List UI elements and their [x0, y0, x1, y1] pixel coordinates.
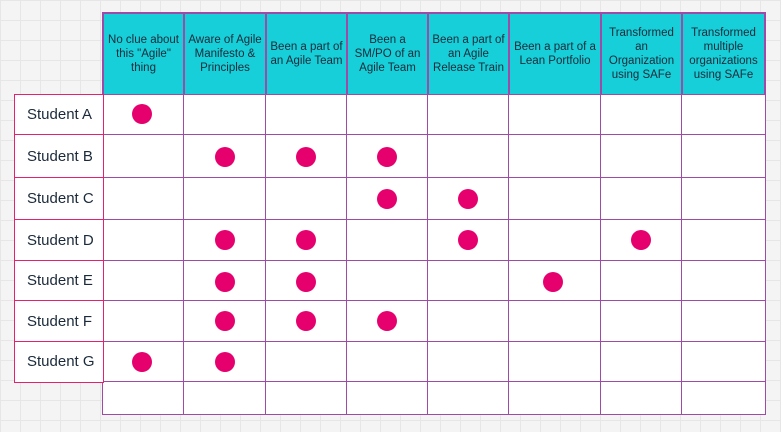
grid-cell[interactable] [265, 219, 348, 262]
grid-cell[interactable] [183, 177, 267, 221]
grid-cell[interactable] [600, 134, 683, 179]
grid-cell[interactable] [681, 341, 766, 383]
dot-marker[interactable] [295, 229, 316, 250]
student-label: Student A [14, 94, 104, 136]
student-label: Student E [14, 260, 104, 302]
grid-cell[interactable] [681, 219, 766, 262]
grid-cell[interactable] [427, 94, 510, 136]
dot-marker[interactable] [295, 310, 316, 331]
grid-cell[interactable] [508, 219, 602, 262]
grid-cell[interactable] [265, 177, 348, 221]
grid-cell[interactable] [508, 381, 602, 415]
grid-cell[interactable] [681, 94, 766, 136]
grid-cell[interactable] [346, 260, 429, 302]
column-header: Been a part of an Agile Team [265, 12, 348, 96]
grid-cell[interactable] [600, 94, 683, 136]
dot-marker[interactable] [543, 272, 563, 292]
grid-cell[interactable] [102, 300, 185, 343]
grid-cell[interactable] [681, 300, 766, 343]
student-label: Student F [14, 300, 104, 343]
column-header-label: Transformed an Organization using SAFe [608, 27, 675, 81]
column-header-label: Been a part of a Lean Portfolio [514, 41, 596, 67]
grid-cell[interactable] [265, 381, 348, 415]
dot-marker[interactable] [131, 352, 152, 372]
grid-cell[interactable] [600, 300, 683, 343]
student-label: Student G [14, 341, 104, 383]
column-header: Been a part of a Lean Portfolio [508, 12, 602, 96]
column-header: Been a part of an Agile Release Train [427, 12, 510, 96]
dot-marker[interactable] [630, 229, 651, 250]
grid-cell[interactable] [600, 177, 683, 221]
grid-cell[interactable] [102, 381, 185, 415]
grid-cell[interactable] [681, 177, 766, 221]
grid-cell[interactable] [346, 219, 429, 262]
dot-marker[interactable] [215, 310, 235, 331]
grid-cell[interactable] [265, 94, 348, 136]
grid-cell[interactable] [346, 341, 429, 383]
grid-cell[interactable] [102, 260, 185, 302]
dot-marker[interactable] [295, 146, 316, 167]
dot-marker[interactable] [215, 229, 235, 250]
grid-cell[interactable] [508, 134, 602, 179]
grid-cell[interactable] [427, 381, 510, 415]
grid-cell[interactable] [427, 300, 510, 343]
column-header: Been a SM/PO of an Agile Team [346, 12, 429, 96]
dot-marker[interactable] [215, 272, 235, 292]
grid-cell[interactable] [508, 341, 602, 383]
dot-marker[interactable] [457, 229, 478, 250]
grid-cell[interactable] [600, 341, 683, 383]
grid-cell[interactable] [183, 381, 267, 415]
grid-cell[interactable] [508, 300, 602, 343]
dot-marker[interactable] [131, 104, 152, 124]
column-header: Transformed an Organization using SAFe [600, 12, 683, 96]
dot-marker[interactable] [295, 272, 316, 292]
grid-cell[interactable] [600, 260, 683, 302]
student-label: Student C [14, 177, 104, 221]
grid-cell[interactable] [102, 134, 185, 179]
grid-cell[interactable] [600, 381, 683, 415]
grid-cell[interactable] [681, 260, 766, 302]
column-header: Aware of Agile Manifesto & Principles [183, 12, 267, 96]
dot-marker[interactable] [215, 352, 235, 372]
column-header: Transformed multiple organizations using… [681, 12, 766, 96]
column-header: No clue about this "Agile" thing [102, 12, 185, 96]
grid-cell[interactable] [681, 134, 766, 179]
grid-cell[interactable] [102, 219, 185, 262]
student-label: Student B [14, 134, 104, 179]
grid-cell[interactable] [102, 177, 185, 221]
column-header-label: Been a part of an Agile Team [270, 41, 343, 67]
dot-marker[interactable] [457, 189, 478, 209]
grid-cell[interactable] [508, 177, 602, 221]
student-label: Student D [14, 219, 104, 262]
grid-cell[interactable] [508, 94, 602, 136]
grid-cell[interactable] [427, 134, 510, 179]
column-header-label: Transformed multiple organizations using… [689, 27, 758, 81]
grid-cell[interactable] [427, 260, 510, 302]
column-header-label: Been a part of an Agile Release Train [432, 34, 505, 74]
grid-cell[interactable] [346, 94, 429, 136]
dot-marker[interactable] [376, 146, 397, 167]
grid-cell[interactable] [265, 341, 348, 383]
dot-marker[interactable] [376, 310, 397, 331]
grid-cell[interactable] [427, 341, 510, 383]
column-header-label: No clue about this "Agile" thing [108, 34, 179, 74]
grid-cell[interactable] [346, 381, 429, 415]
column-header-label: Been a SM/PO of an Agile Team [354, 34, 421, 74]
grid-cell[interactable] [183, 94, 267, 136]
grid-cell[interactable] [681, 381, 766, 415]
dot-marker[interactable] [215, 146, 235, 167]
column-header-label: Aware of Agile Manifesto & Principles [188, 34, 262, 74]
dot-marker[interactable] [376, 189, 397, 209]
